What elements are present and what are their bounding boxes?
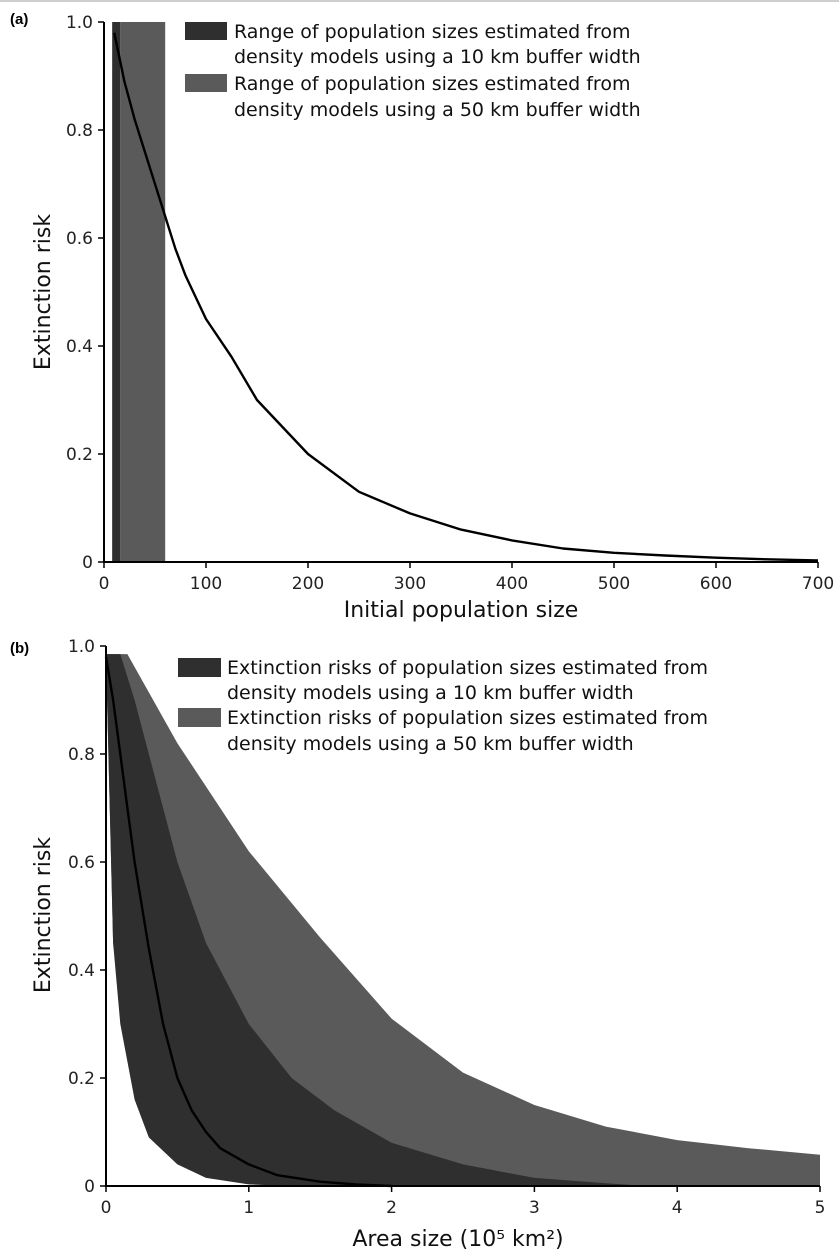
- y-tick-label: 0.6: [68, 853, 95, 873]
- x-tick-label: 5: [815, 1198, 826, 1218]
- y-tick-label: 1.0: [68, 637, 95, 657]
- y-tick-label: 0.8: [68, 745, 95, 765]
- legend-label: density models using a 50 km buffer widt…: [234, 99, 641, 121]
- axes: [105, 646, 820, 1187]
- legend-entry: Range of population sizes estimated from…: [185, 73, 641, 121]
- legend-swatch: [185, 74, 227, 92]
- series-line: [104, 656, 392, 1188]
- panel-label: (a): [10, 11, 28, 28]
- legend-entry: Range of population sizes estimated from…: [185, 21, 641, 68]
- legend-label: Range of population sizes estimated from: [234, 73, 630, 95]
- legend-label: density models using a 10 km buffer widt…: [234, 46, 641, 68]
- range-band: [112, 22, 121, 562]
- y-tick-label: 0.4: [66, 337, 93, 357]
- y-tick-label: 1.0: [66, 13, 93, 33]
- legend-entry: Extinction risks of population sizes est…: [178, 657, 708, 704]
- x-tick-label: 400: [496, 574, 528, 594]
- y-axis-title: Extinction risk: [31, 837, 56, 993]
- x-axis-title: Initial population size: [344, 598, 579, 623]
- x-axis-title: Area size (10⁵ km²): [352, 1227, 563, 1252]
- y-tick-label: 0.6: [66, 229, 93, 249]
- panel-label: (b): [10, 640, 29, 657]
- x-tick-label: 100: [190, 574, 222, 594]
- legend-swatch: [178, 708, 221, 727]
- risk-band: [106, 654, 649, 1186]
- x-tick-label: 200: [292, 574, 324, 594]
- x-axis-ticks: 0 1 2 3 4 5: [101, 1186, 826, 1218]
- risk-band: [106, 654, 820, 1186]
- y-axis-ticks: 0 0.2 0.4 0.6 0.8 1.0: [66, 13, 104, 573]
- panel-a: (a) 0 100 200 300 400 500 600 700 0 0.2 0.4 0.6 0.8…: [10, 11, 834, 623]
- y-tick-label: 0: [82, 553, 93, 573]
- y-tick-label: 0.4: [68, 961, 95, 981]
- x-tick-label: 600: [700, 574, 732, 594]
- y-axis-title: Extinction risk: [31, 214, 56, 370]
- y-tick-label: 0.8: [66, 121, 93, 141]
- x-tick-label: 3: [529, 1198, 540, 1218]
- axes: [103, 22, 818, 563]
- legend-label: Extinction risks of population sizes est…: [227, 707, 708, 729]
- x-tick-label: 700: [802, 574, 834, 594]
- legend: Extinction risks of population sizes est…: [178, 657, 708, 755]
- legend-label: Range of population sizes estimated from: [234, 21, 630, 43]
- range-band: [120, 22, 166, 562]
- legend-label: density models using a 50 km buffer widt…: [227, 733, 634, 755]
- x-tick-label: 0: [99, 574, 110, 594]
- x-tick-label: 0: [101, 1198, 112, 1218]
- legend-swatch: [185, 22, 227, 40]
- legend-label: Extinction risks of population sizes est…: [227, 657, 708, 679]
- y-tick-label: 0.2: [66, 445, 93, 465]
- legend-swatch: [178, 658, 221, 677]
- series-line: [113, 32, 819, 562]
- y-tick-label: 0.2: [68, 1069, 95, 1089]
- y-tick-label: 0: [84, 1177, 95, 1197]
- risk-bands: [106, 654, 820, 1186]
- legend-entry: Extinction risks of population sizes est…: [178, 707, 708, 755]
- panel-b: (b) 0 1 2 3 4 5 0 0.2 0.4 0.6 0.8 1.0 Area size (1…: [10, 637, 825, 1252]
- x-tick-label: 2: [386, 1198, 397, 1218]
- range-bands: [112, 22, 166, 562]
- y-axis-ticks: 0 0.2 0.4 0.6 0.8 1.0: [68, 637, 106, 1197]
- extinction-curve: [104, 656, 392, 1188]
- legend: Range of population sizes estimated from…: [185, 21, 641, 121]
- x-tick-label: 4: [672, 1198, 683, 1218]
- x-tick-label: 500: [598, 574, 630, 594]
- x-axis-ticks: 0 100 200 300 400 500 600 700: [99, 562, 834, 594]
- x-tick-label: 1: [243, 1198, 254, 1218]
- x-tick-label: 300: [394, 574, 426, 594]
- legend-label: density models using a 10 km buffer widt…: [227, 682, 634, 704]
- extinction-curve: [113, 32, 819, 562]
